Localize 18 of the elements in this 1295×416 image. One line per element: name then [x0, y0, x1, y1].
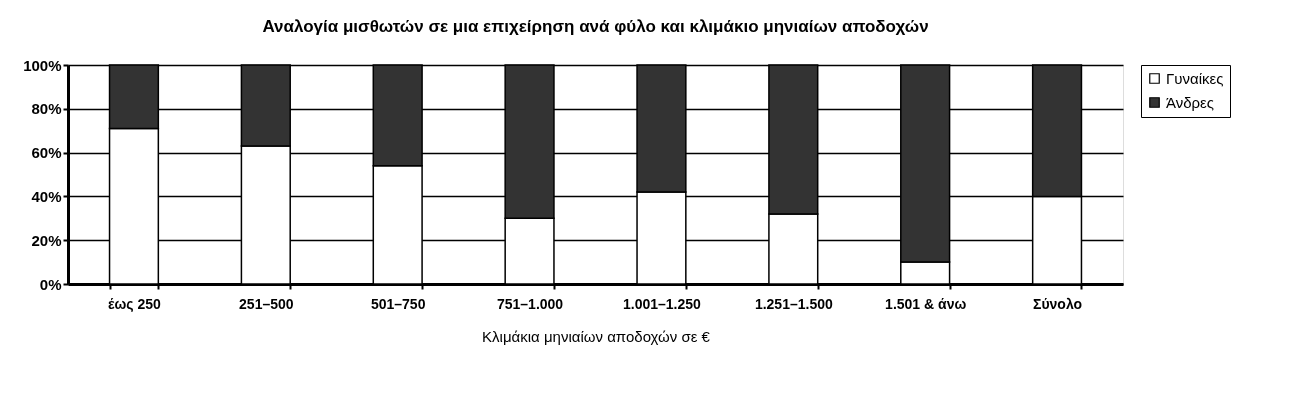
y-tick-label: 60%: [31, 144, 62, 162]
legend-label: Γυναίκες: [1166, 69, 1224, 87]
x-tick-label: 501–750: [370, 295, 426, 312]
y-tick-label: 100%: [23, 56, 62, 74]
x-tick-label: 1.001–1.250: [623, 295, 702, 312]
legend-label: Άνδρες: [1166, 93, 1215, 111]
x-tick-label: 751–1.000: [496, 295, 564, 312]
x-tick-label: έως 250: [108, 295, 161, 312]
x-tick-label: 1.251–1.500: [754, 295, 833, 312]
x-tick-label: 1.501 & άνω: [885, 295, 967, 312]
x-tick-label: Σύνολο: [1033, 295, 1083, 312]
x-tick-label: 251–500: [239, 295, 294, 312]
y-tick-label: 20%: [31, 231, 62, 249]
y-tick-label: 0%: [39, 275, 62, 293]
x-axis-title: Κλιμάκια μηνιαίων αποδοχών σε €: [482, 327, 711, 345]
y-tick-label: 40%: [31, 187, 62, 205]
chart-title: Αναλογία μισθωτών σε μια επιχείρηση ανά φύλο και κλιμάκιο μηνιαίων αποδοχών: [262, 17, 929, 36]
y-tick-label: 80%: [31, 100, 62, 118]
